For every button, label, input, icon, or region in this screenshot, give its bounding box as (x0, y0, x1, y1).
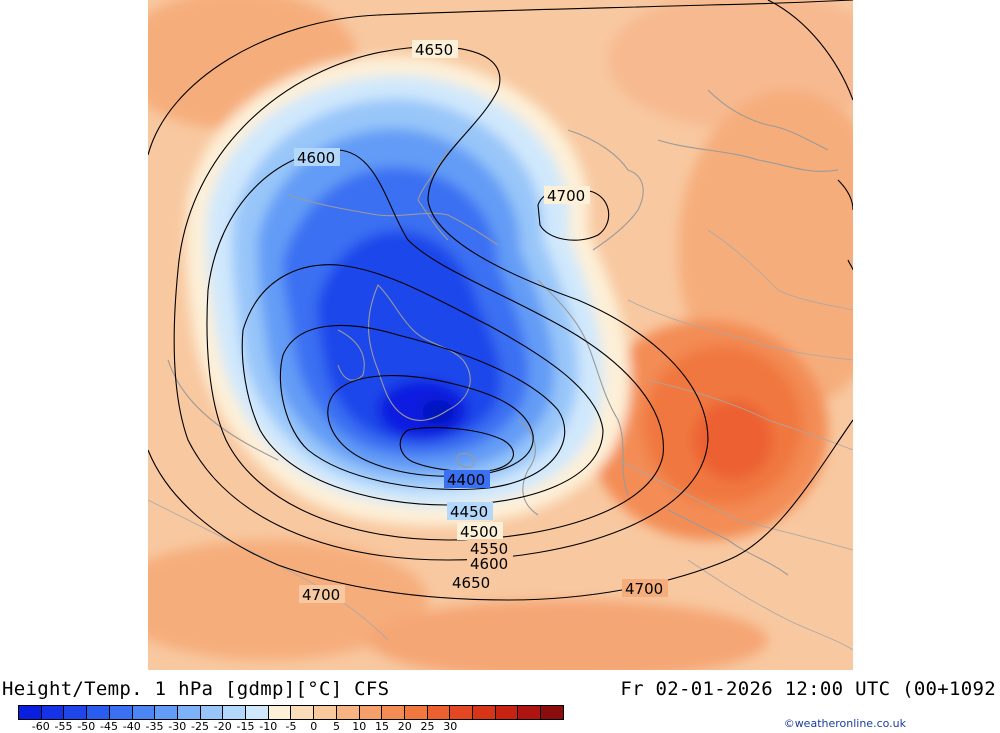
contour-label-4450: 4450 (450, 503, 488, 521)
legend-swatch (314, 706, 337, 719)
legend-swatch (200, 706, 224, 719)
legend-swatch (382, 706, 405, 719)
legend-swatch (109, 706, 133, 719)
contour-label-4700-sw: 4700 (302, 586, 340, 604)
map-canvas: 4650 4600 4700 4400 4450 4500 4550 4600 … (148, 0, 853, 670)
legend-tick-label: -15 (236, 720, 255, 733)
legend-swatch (223, 706, 247, 719)
legend-swatch (41, 706, 65, 719)
legend-swatch (518, 706, 542, 719)
legend-tick-label: 10 (352, 720, 367, 733)
legend-swatch (268, 706, 292, 719)
contour-label-4400: 4400 (447, 471, 485, 489)
legend-swatch (450, 706, 474, 719)
contour-label-4600-s: 4600 (470, 555, 508, 573)
legend-swatch (87, 706, 110, 719)
legend-tick-label: 5 (333, 720, 340, 733)
legend-tick-label: -30 (168, 720, 187, 733)
legend-swatch (404, 706, 428, 719)
contour-label-4600-left: 4600 (297, 149, 335, 167)
contour-label-4700-ne: 4700 (547, 187, 585, 205)
legend-ticks: -60 -55 -50 -45 -40 -35 -30 -25 -20 -15 -10 -5 0 5 10 1… (18, 721, 564, 733)
forecast-datetime: Fr 02-01-2026 12:00 UTC (00+1092 (620, 678, 996, 700)
legend-tick-label: -50 (77, 720, 96, 733)
temperature-field (148, 0, 853, 670)
legend-swatch (336, 706, 360, 719)
legend-tick-label: -5 (285, 720, 297, 733)
legend-tick-label: -20 (213, 720, 232, 733)
legend-tick-label: -35 (145, 720, 164, 733)
legend-tick-label: -45 (100, 720, 118, 733)
legend-tick-label: -25 (191, 720, 209, 733)
legend-swatch (132, 706, 156, 719)
contour-label-4650-s: 4650 (452, 574, 490, 592)
legend-tick-label: 25 (420, 720, 435, 733)
legend-tick-label: -40 (122, 720, 141, 733)
coastlines (167, 89, 839, 576)
contour-label-4550: 4550 (470, 540, 508, 558)
legend-swatch (177, 706, 201, 719)
credit-link[interactable]: ©weatheronline.co.uk (783, 717, 906, 730)
legend-tick-label: 0 (310, 720, 318, 733)
legend-swatch (359, 706, 383, 719)
contour-label-4500: 4500 (460, 523, 498, 541)
legend-swatch (246, 706, 269, 719)
weather-map[interactable]: 4650 4600 4700 4400 4450 4500 4550 4600 … (148, 0, 853, 670)
legend-tick-label: 15 (375, 720, 389, 733)
legend-tick-label: -55 (54, 720, 73, 733)
height-contours (148, 0, 853, 601)
contour-label-4650-top: 4650 (415, 41, 453, 59)
legend-swatch (427, 706, 451, 719)
legend-swatch (291, 706, 315, 719)
legend-swatch (155, 706, 178, 719)
legend-tick-label: -10 (259, 720, 278, 733)
legend-swatch (541, 706, 563, 719)
legend-swatch (64, 706, 88, 719)
legend-swatch (19, 706, 42, 719)
legend-swatch (495, 706, 519, 719)
legend-tick-label: 20 (397, 720, 412, 733)
contour-label-4700-se: 4700 (625, 580, 663, 598)
legend-tick-label: 30 (443, 720, 458, 733)
color-legend (18, 705, 564, 720)
contour-labels: 4650 4600 4700 4400 4450 4500 4550 4600 … (294, 40, 668, 604)
borders (148, 229, 853, 651)
legend-swatch (473, 706, 496, 719)
chart-title: Height/Temp. 1 hPa [gdmp][°C] CFS (2, 678, 390, 700)
legend-tick-label: -60 (31, 720, 50, 733)
